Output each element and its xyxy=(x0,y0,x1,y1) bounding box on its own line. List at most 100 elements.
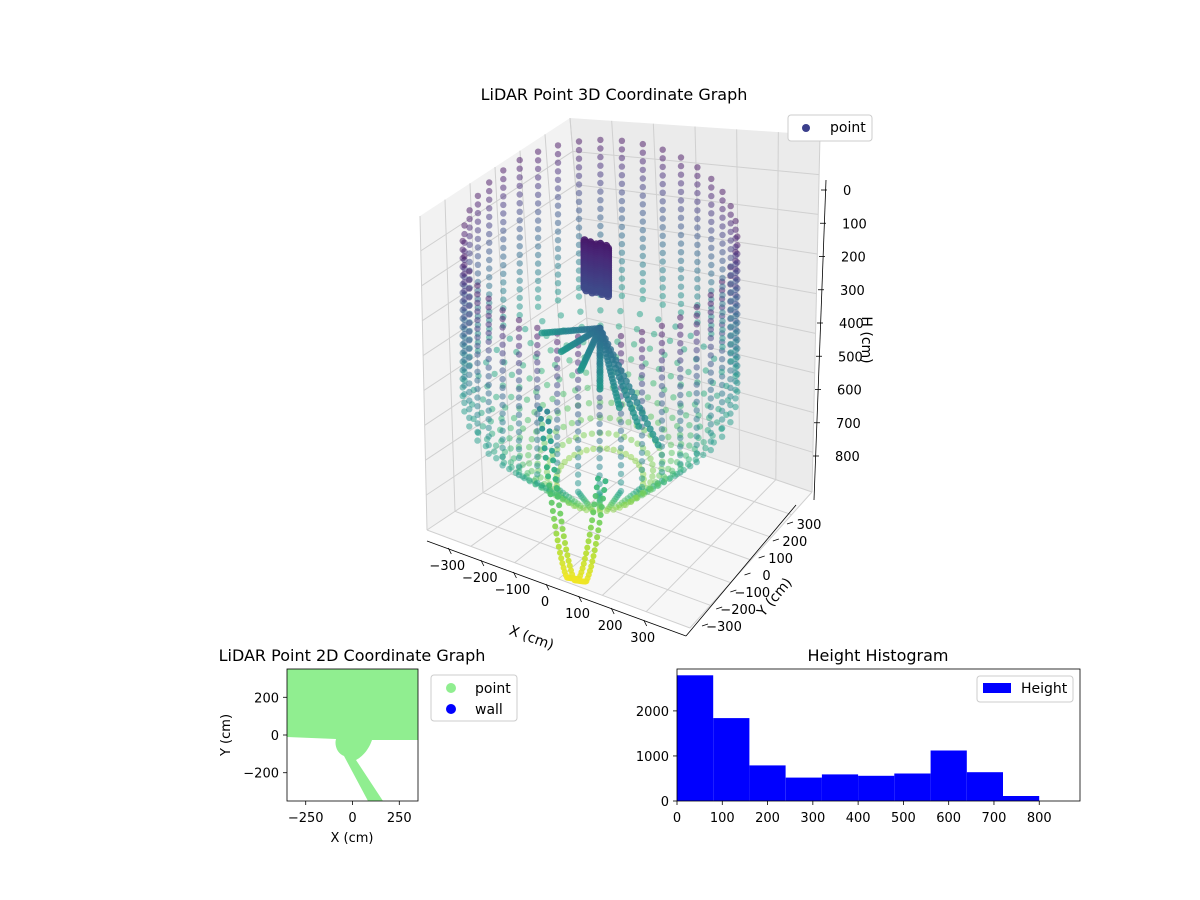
wall-point xyxy=(627,498,634,505)
wall-point xyxy=(659,146,666,153)
wall-point xyxy=(719,292,726,299)
wall-point xyxy=(461,391,468,398)
strand-point xyxy=(591,501,598,508)
wall-point xyxy=(515,471,523,479)
wall-point xyxy=(461,399,468,406)
wall-point xyxy=(560,423,567,431)
wall-point xyxy=(702,444,709,452)
wall-point xyxy=(693,372,700,380)
wall-point xyxy=(727,254,734,261)
wall-point xyxy=(639,149,646,156)
wall-point xyxy=(727,280,734,287)
wall-point xyxy=(597,307,604,314)
wall-point xyxy=(575,155,583,162)
wall-point xyxy=(727,271,734,279)
wall-point xyxy=(618,275,626,282)
point-region xyxy=(287,669,418,801)
wall-point xyxy=(461,230,468,238)
wall-point xyxy=(632,494,639,501)
wall-point xyxy=(515,446,523,453)
wall-point xyxy=(534,277,542,285)
wall-point xyxy=(486,222,493,229)
wall-point xyxy=(554,271,562,278)
wall-point xyxy=(500,270,507,277)
wall-point xyxy=(554,245,562,252)
wall-point xyxy=(575,198,583,205)
hist-bar xyxy=(930,750,967,801)
wall-point xyxy=(667,373,674,380)
strand-point xyxy=(552,523,559,530)
wall-point xyxy=(485,424,492,432)
wall-point xyxy=(677,331,684,338)
wall-point xyxy=(486,187,493,195)
wall-point xyxy=(672,323,679,330)
strand-point xyxy=(566,562,573,569)
wall-point xyxy=(499,393,506,400)
wall-point xyxy=(515,351,523,358)
strand-point xyxy=(587,524,594,531)
y-tick xyxy=(758,555,765,559)
wall-point xyxy=(694,207,701,214)
strand-point xyxy=(545,473,552,480)
wall-point xyxy=(694,172,701,180)
wall-point xyxy=(677,223,685,230)
strand-point xyxy=(558,555,565,562)
wall-point xyxy=(461,222,468,229)
strand-point xyxy=(546,428,553,435)
wall-point xyxy=(603,445,611,452)
wall-point xyxy=(526,443,533,451)
wall-point xyxy=(461,356,468,363)
wall-point xyxy=(677,348,684,356)
wall-point xyxy=(575,293,583,300)
wall-point xyxy=(534,367,541,375)
wall-point xyxy=(474,282,481,289)
wall-point xyxy=(474,192,482,200)
wall-point xyxy=(516,311,523,319)
wall-point xyxy=(638,380,646,387)
y-tick-label: 2000 xyxy=(636,705,669,720)
x-tick-label: −300 xyxy=(429,559,465,574)
wall-point xyxy=(693,347,700,354)
wall-point xyxy=(650,380,657,387)
wall-point xyxy=(732,286,739,294)
strand-point xyxy=(583,550,590,557)
x-tick-label: 400 xyxy=(846,811,871,826)
wall-point xyxy=(617,350,625,357)
wall-point xyxy=(466,311,473,318)
wall-point xyxy=(516,200,523,207)
wall-point xyxy=(474,385,481,393)
wall-point xyxy=(539,318,546,325)
wall-point xyxy=(534,148,542,155)
wall-point xyxy=(702,367,709,374)
y-tick-label: 200 xyxy=(254,691,279,706)
wall-point xyxy=(575,215,583,223)
chart-2d-title: LiDAR Point 2D Coordinate Graph xyxy=(219,646,486,665)
x-tick xyxy=(545,583,550,591)
wall-point xyxy=(707,446,714,454)
wall-point xyxy=(485,450,492,457)
wall-point xyxy=(534,243,542,250)
wall-point xyxy=(474,368,481,375)
wall-point xyxy=(693,407,700,414)
wall-point xyxy=(618,189,626,196)
x-tick-label: −250 xyxy=(288,811,324,826)
wall-point xyxy=(597,171,604,178)
wall-point xyxy=(719,309,726,316)
wall-point xyxy=(727,306,734,313)
wall-point xyxy=(693,415,700,423)
wall-point xyxy=(515,403,523,410)
wall-point xyxy=(732,269,739,276)
wall-point xyxy=(554,219,562,227)
legend-2d-marker-wall xyxy=(446,704,456,714)
wall-point xyxy=(534,251,542,259)
wall-point xyxy=(500,244,507,252)
wall-point xyxy=(713,392,721,399)
wall-point xyxy=(677,231,685,239)
wall-point xyxy=(658,451,666,459)
wall-point xyxy=(474,209,482,217)
cone-point xyxy=(538,329,546,337)
wall-point xyxy=(575,233,583,240)
cone-point xyxy=(654,441,662,449)
wall-point xyxy=(677,374,684,381)
wall-point xyxy=(516,277,523,284)
